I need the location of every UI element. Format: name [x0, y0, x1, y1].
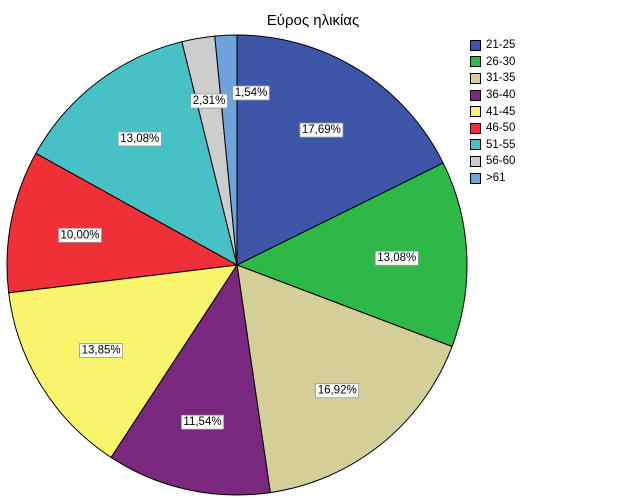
- legend-label: >61: [486, 172, 506, 185]
- svg-text:13,08%: 13,08%: [377, 252, 416, 264]
- legend-swatch: [470, 56, 481, 68]
- svg-text:2,31%: 2,31%: [193, 95, 226, 107]
- legend-swatch: [470, 89, 481, 101]
- svg-text:10,00%: 10,00%: [60, 229, 99, 241]
- svg-text:11,54%: 11,54%: [183, 416, 221, 428]
- legend-item-21-25: 21-25: [470, 37, 515, 54]
- legend-label: 26-30: [486, 55, 516, 68]
- legend-label: 51-55: [486, 138, 516, 151]
- data-label-46-50: 10,00%: [58, 227, 102, 243]
- data-label-56-60: 2,31%: [190, 93, 228, 109]
- data-label-51-55: 13,08%: [117, 131, 162, 147]
- pie-slice-36-40: [110, 263, 271, 496]
- legend-swatch: [470, 122, 481, 134]
- pie-slice->61: [214, 34, 238, 266]
- data-label-41-45: 13,85%: [79, 343, 123, 358]
- legend-label: 21-25: [486, 39, 516, 52]
- legend-swatch: [470, 172, 481, 184]
- legend-item-36-40: 36-40: [470, 87, 515, 104]
- data-label-26-30: 13,08%: [374, 250, 419, 266]
- legend-label: 46-50: [486, 122, 516, 135]
- legend-swatch: [470, 106, 481, 118]
- svg-text:13,08%: 13,08%: [120, 133, 159, 145]
- svg-text:16,92%: 16,92%: [318, 385, 357, 397]
- data-label-36-40: 11,54%: [180, 414, 224, 430]
- legend-swatch: [470, 139, 481, 151]
- pie-slice-46-50: [6, 152, 239, 294]
- legend: 21-25 26-30 31-35 36-40 41-45 46-50 51-55 56-60…: [470, 37, 515, 186]
- data-label->61: 1,54%: [232, 85, 270, 101]
- legend-item-41-45: 41-45: [470, 103, 515, 120]
- legend-label: 56-60: [486, 155, 516, 168]
- legend-item-26-30: 26-30: [470, 54, 515, 71]
- legend-item->61: >61: [470, 170, 515, 187]
- legend-item-46-50: 46-50: [470, 120, 515, 137]
- chart-title: Εύρος ηλικίας: [266, 12, 360, 29]
- legend-item-31-35: 31-35: [470, 70, 515, 87]
- pie-slice-41-45: [8, 264, 239, 459]
- legend-swatch: [470, 39, 481, 51]
- svg-text:17,69%: 17,69%: [302, 124, 341, 136]
- legend-item-56-60: 56-60: [470, 153, 515, 170]
- pie-slice-31-35: [236, 264, 453, 494]
- pie-slice-26-30: [235, 162, 468, 348]
- pie-slice-21-25: [236, 34, 444, 266]
- legend-label: 31-35: [486, 72, 516, 85]
- svg-text:1,54%: 1,54%: [235, 87, 268, 99]
- legend-label: 36-40: [486, 89, 516, 102]
- pie-slice-51-55: [35, 41, 238, 266]
- legend-swatch: [470, 72, 481, 84]
- legend-label: 41-45: [486, 105, 516, 118]
- legend-swatch: [470, 155, 481, 167]
- legend-item-51-55: 51-55: [470, 137, 515, 154]
- data-label-31-35: 16,92%: [315, 383, 360, 399]
- svg-text:13,85%: 13,85%: [82, 345, 121, 357]
- data-label-21-25: 17,69%: [299, 122, 344, 138]
